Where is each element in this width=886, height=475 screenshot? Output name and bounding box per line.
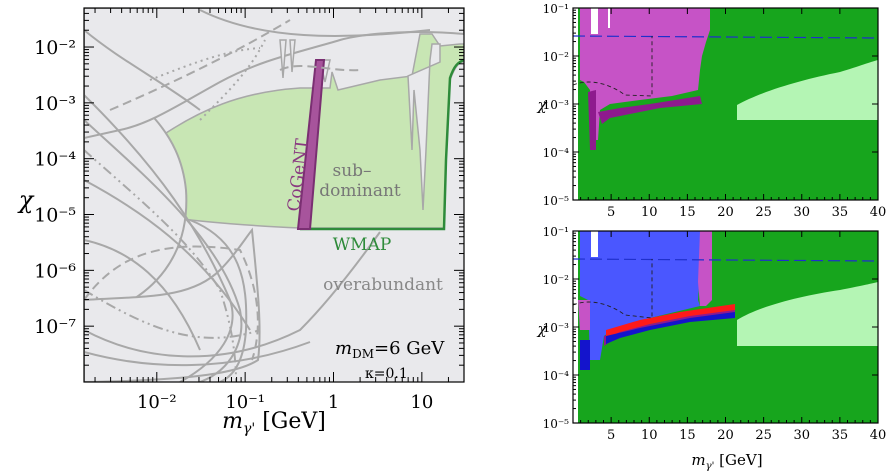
right-top-ylabel: χ — [536, 96, 547, 114]
left-ytick-label: 10⁻⁶ — [34, 260, 76, 282]
right-ytick-label: 10⁻³ — [543, 98, 570, 112]
constraint-line-3 — [84, 179, 251, 331]
left-xtick-label: 10 — [410, 392, 433, 413]
right-ytick-label: 10⁻⁵ — [543, 417, 570, 431]
scan-map-top — [573, 8, 878, 200]
right-xtick-label: 30 — [793, 205, 810, 220]
right-xtick-label: 15 — [679, 205, 696, 220]
right-xtick-label: 15 — [679, 428, 696, 443]
left-xtick-label: 1 — [328, 392, 339, 413]
right-xtick-label: 40 — [870, 428, 886, 443]
kappa-label: κ=0.1 — [365, 366, 408, 382]
right-top-chart: 5 10 15 20 25 30 35 40 10⁻⁵ 10⁻⁴ 10⁻³ 10⁻² 10⁻¹ χ — [536, 2, 886, 220]
left-axis-ticks: 10⁻² 10⁻¹ 1 10 10⁻⁷ 10⁻⁶ 10⁻⁵ 10⁻⁴ 10⁻³ 10⁻² — [34, 7, 465, 413]
constraint-line-4 — [84, 231, 381, 358]
right-xtick-label: 10 — [641, 428, 658, 443]
right-xtick-label: 10 — [641, 205, 658, 220]
wmap-line — [300, 58, 464, 231]
constraint-dashdot-1 — [84, 149, 237, 382]
right-xtick-label: 40 — [870, 205, 886, 220]
right-xtick-label: 35 — [832, 428, 849, 443]
constraint-line-9 — [189, 219, 248, 382]
right-xtick-label: 35 — [832, 205, 849, 220]
right-xtick-label: 30 — [793, 428, 810, 443]
wmap-label: WMAP — [333, 235, 392, 255]
right-ytick-label: 10⁻² — [543, 50, 570, 64]
scan-map-bottom — [573, 231, 878, 423]
left-ytick-label: 10⁻⁵ — [34, 205, 76, 227]
left-ylabel: χ — [17, 186, 35, 214]
constraint-dashed-2 — [84, 245, 259, 361]
left-xtick-label: 10⁻² — [137, 392, 177, 413]
cogent-band — [296, 59, 326, 230]
left-ytick-label: 10⁻³ — [34, 93, 76, 115]
constraint-line-5 — [84, 341, 311, 367]
right-ytick-label: 10⁻⁵ — [543, 194, 570, 208]
right-ytick-label: 10⁻⁴ — [543, 369, 570, 383]
constraint-dotted-2 — [149, 47, 261, 81]
left-ytick-label: 10⁻⁴ — [34, 149, 76, 171]
left-xtick-label: 10⁻¹ — [225, 392, 265, 413]
right-bottom-axis-ticks: 5 10 15 20 25 30 35 40 10⁻⁵ 10⁻⁴ 10⁻³ 10⁻² 10⁻¹ — [543, 225, 886, 443]
constraint-line-2 — [84, 119, 243, 382]
constraint-line-6 — [84, 239, 201, 351]
constraint-line-7 — [199, 9, 431, 37]
right-xtick-label: 20 — [717, 428, 734, 443]
right-bottom-chart: 5 10 15 20 25 30 35 40 10⁻⁵ 10⁻⁴ 10⁻³ 10⁻² 10⁻¹ χ mγ… — [536, 225, 886, 472]
right-ytick-label: 10⁻³ — [543, 321, 570, 335]
right-xtick-label: 25 — [755, 205, 772, 220]
constraint-dashdot-2 — [84, 289, 261, 339]
right-ytick-label: 10⁻¹ — [543, 225, 569, 239]
excluded-contour-bottom — [84, 227, 261, 382]
subdominant-label-2: dominant — [319, 181, 401, 201]
right-ytick-label: 10⁻⁴ — [543, 146, 570, 160]
right-xlabel: mγ' [GeV] — [691, 451, 762, 471]
overabundant-label: overabundant — [323, 275, 443, 295]
subdominant-label-1: sub– — [332, 161, 371, 181]
left-ytick-label: 10⁻⁷ — [34, 316, 76, 338]
constraint-dashed-3 — [279, 64, 361, 72]
left-ytick-label: 10⁻² — [34, 37, 76, 59]
right-xtick-label: 5 — [607, 428, 615, 443]
right-xtick-label: 20 — [717, 205, 734, 220]
right-top-axis-ticks: 5 10 15 20 25 30 35 40 10⁻⁵ 10⁻⁴ 10⁻³ 10⁻² 10⁻¹ — [543, 2, 886, 220]
mdm-label: mDM=6 GeV — [335, 338, 445, 361]
right-ytick-label: 10⁻² — [543, 273, 570, 287]
resonance-spike — [407, 43, 441, 211]
right-xtick-label: 5 — [607, 205, 615, 220]
constraint-line-8 — [84, 29, 201, 111]
right-bottom-ylabel: χ — [536, 320, 547, 338]
constraint-dotted-1 — [199, 39, 266, 121]
left-xlabel: mγ' [GeV] — [222, 409, 326, 437]
right-ytick-label: 10⁻¹ — [543, 2, 569, 16]
left-plot-frame — [83, 7, 465, 383]
constraint-line-1 — [84, 94, 234, 382]
right-xtick-label: 25 — [755, 428, 772, 443]
